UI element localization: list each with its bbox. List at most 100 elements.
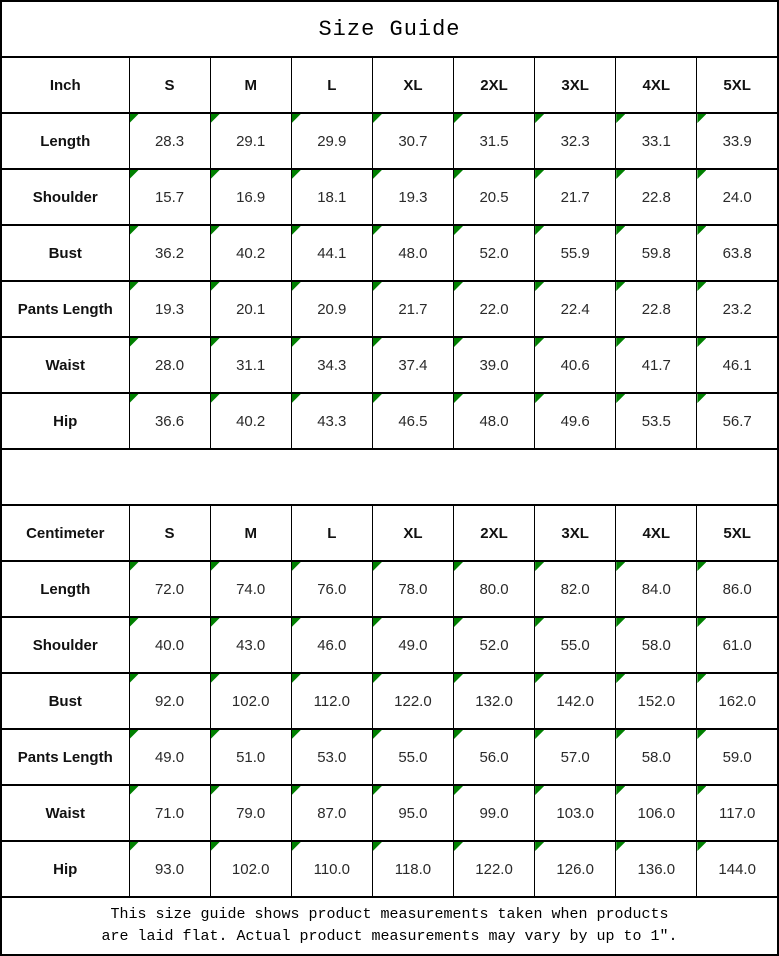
value-cell: 61.0 <box>696 616 779 674</box>
value-text: 55.0 <box>560 636 590 654</box>
size-header-cell: S <box>128 56 211 114</box>
row-label-cell: Length <box>0 560 130 618</box>
value-cell: 51.0 <box>209 728 292 786</box>
measurement-row: Hip 36.6 40.2 43.3 46.5 48.0 49.6 53.5 56.7 <box>0 392 779 450</box>
green-triangle-icon <box>697 395 707 403</box>
value-cell: 34.3 <box>290 336 373 394</box>
size-header-cell: L <box>290 56 373 114</box>
value-text: 31.1 <box>236 356 266 374</box>
green-triangle-icon <box>616 171 626 179</box>
value-cell: 58.0 <box>615 728 698 786</box>
value-cell: 53.0 <box>290 728 373 786</box>
green-triangle-icon <box>454 675 463 683</box>
value-cell: 78.0 <box>371 560 455 618</box>
value-cell: 21.7 <box>534 168 617 226</box>
green-triangle-icon <box>373 171 382 179</box>
green-triangle-icon <box>454 563 463 571</box>
value-cell: 142.0 <box>534 672 617 730</box>
value-cell: 132.0 <box>452 672 536 730</box>
green-triangle-icon <box>616 619 626 627</box>
value-text: 63.8 <box>722 244 752 262</box>
measurement-row: Bust 92.0 102.0 112.0 122.0 132.0 142.0 152.0 16… <box>0 672 779 730</box>
green-triangle-icon <box>211 675 220 683</box>
value-cell: 23.2 <box>696 280 779 338</box>
unit-header-cell: Inch <box>0 56 130 114</box>
green-triangle-icon <box>292 227 301 235</box>
value-cell: 20.1 <box>209 280 292 338</box>
green-triangle-icon <box>697 787 707 795</box>
green-triangle-icon <box>454 227 463 235</box>
row-label-cell: Length <box>0 112 130 170</box>
value-cell: 55.0 <box>371 728 455 786</box>
green-triangle-icon <box>616 731 626 739</box>
value-text: 41.7 <box>641 356 671 374</box>
green-triangle-icon <box>454 171 463 179</box>
green-triangle-icon <box>535 619 545 627</box>
green-triangle-icon <box>535 283 545 291</box>
spacer-row <box>0 448 779 506</box>
green-triangle-icon <box>697 171 707 179</box>
value-cell: 103.0 <box>534 784 617 842</box>
value-text: 33.9 <box>722 132 752 150</box>
value-cell: 55.0 <box>534 616 617 674</box>
size-header-cell: 4XL <box>615 504 698 562</box>
size-header-cell: 3XL <box>534 56 617 114</box>
green-triangle-icon <box>130 283 139 291</box>
green-triangle-icon <box>616 227 626 235</box>
value-cell: 30.7 <box>371 112 455 170</box>
value-cell: 31.5 <box>452 112 536 170</box>
value-text: 36.6 <box>154 412 185 430</box>
green-triangle-icon <box>373 675 382 683</box>
value-cell: 53.5 <box>615 392 698 450</box>
green-triangle-icon <box>130 171 139 179</box>
value-cell: 40.6 <box>534 336 617 394</box>
value-text: 74.0 <box>236 580 266 598</box>
value-cell: 20.5 <box>452 168 536 226</box>
size-header-cell: 3XL <box>534 504 617 562</box>
row-label-cell: Waist <box>0 784 130 842</box>
value-text: 30.7 <box>398 132 428 150</box>
value-cell: 46.0 <box>290 616 373 674</box>
green-triangle-icon <box>130 227 139 235</box>
green-triangle-icon <box>697 283 707 291</box>
value-text: 48.0 <box>398 244 428 262</box>
value-cell: 59.8 <box>615 224 698 282</box>
value-text: 44.1 <box>317 244 347 262</box>
value-cell: 122.0 <box>452 840 536 898</box>
green-triangle-icon <box>535 787 545 795</box>
value-text: 18.1 <box>317 188 347 206</box>
value-cell: 49.6 <box>534 392 617 450</box>
value-cell: 28.0 <box>128 336 211 394</box>
value-cell: 24.0 <box>696 168 779 226</box>
green-triangle-icon <box>454 787 463 795</box>
value-cell: 52.0 <box>452 224 536 282</box>
value-text: 28.0 <box>154 356 185 374</box>
value-text: 28.3 <box>154 132 185 150</box>
green-triangle-icon <box>211 339 220 347</box>
value-cell: 86.0 <box>696 560 779 618</box>
value-text: 53.0 <box>317 748 347 766</box>
value-text: 57.0 <box>560 748 590 766</box>
green-triangle-icon <box>373 843 382 851</box>
green-triangle-icon <box>211 395 220 403</box>
value-text: 72.0 <box>154 580 185 598</box>
size-header-cell: L <box>290 504 373 562</box>
green-triangle-icon <box>535 843 545 851</box>
value-text: 22.4 <box>560 300 590 318</box>
unit-header-cell: Centimeter <box>0 504 130 562</box>
green-triangle-icon <box>616 339 626 347</box>
green-triangle-icon <box>130 843 139 851</box>
value-cell: 79.0 <box>209 784 292 842</box>
value-cell: 46.1 <box>696 336 779 394</box>
value-text: 46.1 <box>722 356 752 374</box>
value-text: 36.2 <box>154 244 185 262</box>
value-text: 71.0 <box>154 804 185 822</box>
value-cell: 22.8 <box>615 168 698 226</box>
value-cell: 52.0 <box>452 616 536 674</box>
green-triangle-icon <box>130 395 139 403</box>
footer-note: This size guide shows product measuremen… <box>0 896 779 956</box>
value-cell: 117.0 <box>696 784 779 842</box>
value-cell: 112.0 <box>290 672 373 730</box>
value-cell: 15.7 <box>128 168 211 226</box>
value-text: 152.0 <box>637 692 676 710</box>
